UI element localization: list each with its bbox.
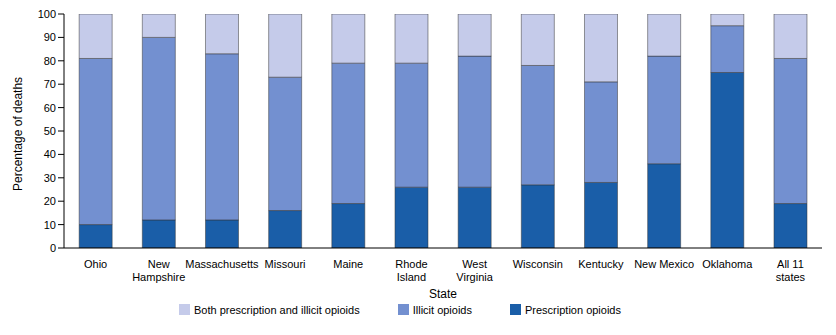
html-text:Both prescription and illicit: Both prescription and illicit opioids [194,304,360,316]
svg-text:Wisconsin: Wisconsin [513,258,563,270]
svg-text:0: 0 [50,242,56,254]
svg-text:20: 20 [44,195,56,207]
html-text:Illicit opioids: Illicit opioids [412,304,472,316]
html-text:Prescription opioids: Prescription opioids [525,304,621,316]
svg-text:80: 80 [44,55,56,67]
svg-text:NewHampshire: NewHampshire [132,258,185,283]
svg-text:Ohio: Ohio [84,258,107,270]
svg-text:40: 40 [44,148,56,160]
svg-text:60: 60 [44,102,56,114]
svg-text:90: 90 [44,31,56,43]
svg-text:RhodeIsland: RhodeIsland [395,258,427,283]
svg-text:New Mexico: New Mexico [634,258,694,270]
svg-text:State: State [429,287,457,301]
svg-text:30: 30 [44,172,56,184]
svg-text:Massachusetts: Massachusetts [185,258,259,270]
svg-text:100: 100 [38,8,56,20]
svg-text:70: 70 [44,78,56,90]
svg-text:Missouri: Missouri [265,258,306,270]
svg-text:Kentucky: Kentucky [578,258,624,270]
svg-text:50: 50 [44,125,56,137]
svg-text:Percentage of deaths: Percentage of deaths [11,77,25,191]
svg-text:10: 10 [44,219,56,231]
svg-text:Oklahoma: Oklahoma [702,258,753,270]
svg-text:All 11states: All 11states [776,258,806,283]
svg-text:WestVirginia: WestVirginia [456,258,493,283]
svg-text:Maine: Maine [333,258,363,270]
